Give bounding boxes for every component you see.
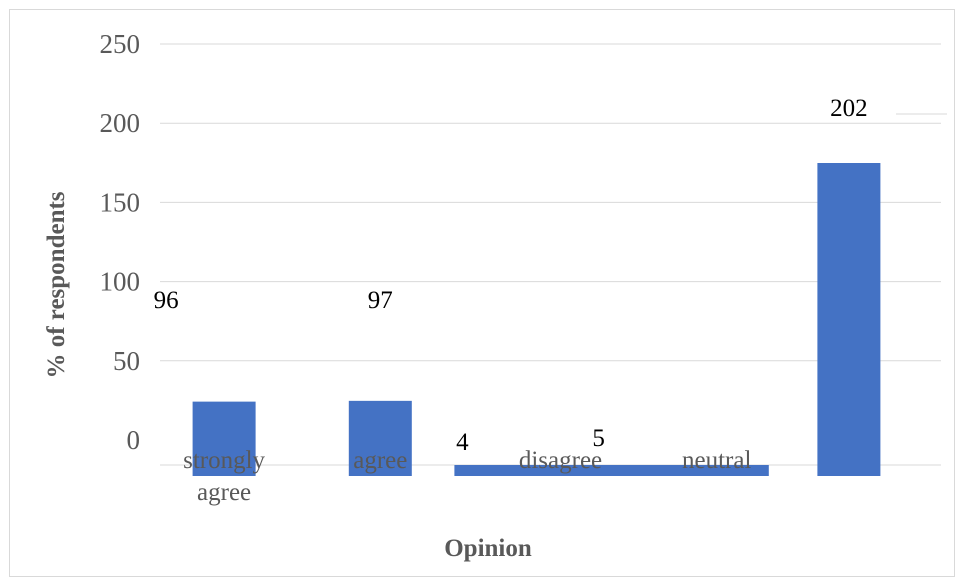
data-label: 96: [154, 287, 179, 314]
y-tick-label: 200: [100, 108, 141, 138]
bar: [817, 163, 881, 476]
data-label: 5: [592, 425, 605, 452]
category-label: agree: [197, 479, 251, 506]
y-tick-label: 100: [100, 267, 141, 297]
chart-frame: [9, 9, 955, 577]
bar: [192, 401, 256, 476]
data-label: 97: [368, 287, 393, 314]
y-tick-label: 0: [127, 425, 141, 455]
x-axis-title: Opinion: [444, 535, 532, 562]
bar: [610, 465, 769, 476]
category-label: disagree: [519, 447, 602, 474]
category-labels: strongly agree agree disagree neutral: [183, 447, 751, 506]
y-tick-label: 250: [100, 29, 141, 59]
bars: [192, 163, 881, 476]
bar: [348, 400, 412, 476]
data-labels: 96 97 4 5 202: [154, 95, 868, 456]
y-axis-title: % of respondents: [43, 191, 70, 378]
category-label: neutral: [682, 447, 751, 474]
y-tick-label: 150: [100, 187, 141, 217]
data-label: 202: [830, 95, 868, 122]
data-label: 4: [456, 429, 469, 456]
bar: [454, 465, 613, 476]
y-axis-ticks: 0 50 100 150 200 250: [100, 29, 141, 455]
category-label: agree: [353, 447, 407, 474]
y-tick-label: 50: [113, 346, 140, 376]
category-label: strongly: [183, 447, 265, 474]
